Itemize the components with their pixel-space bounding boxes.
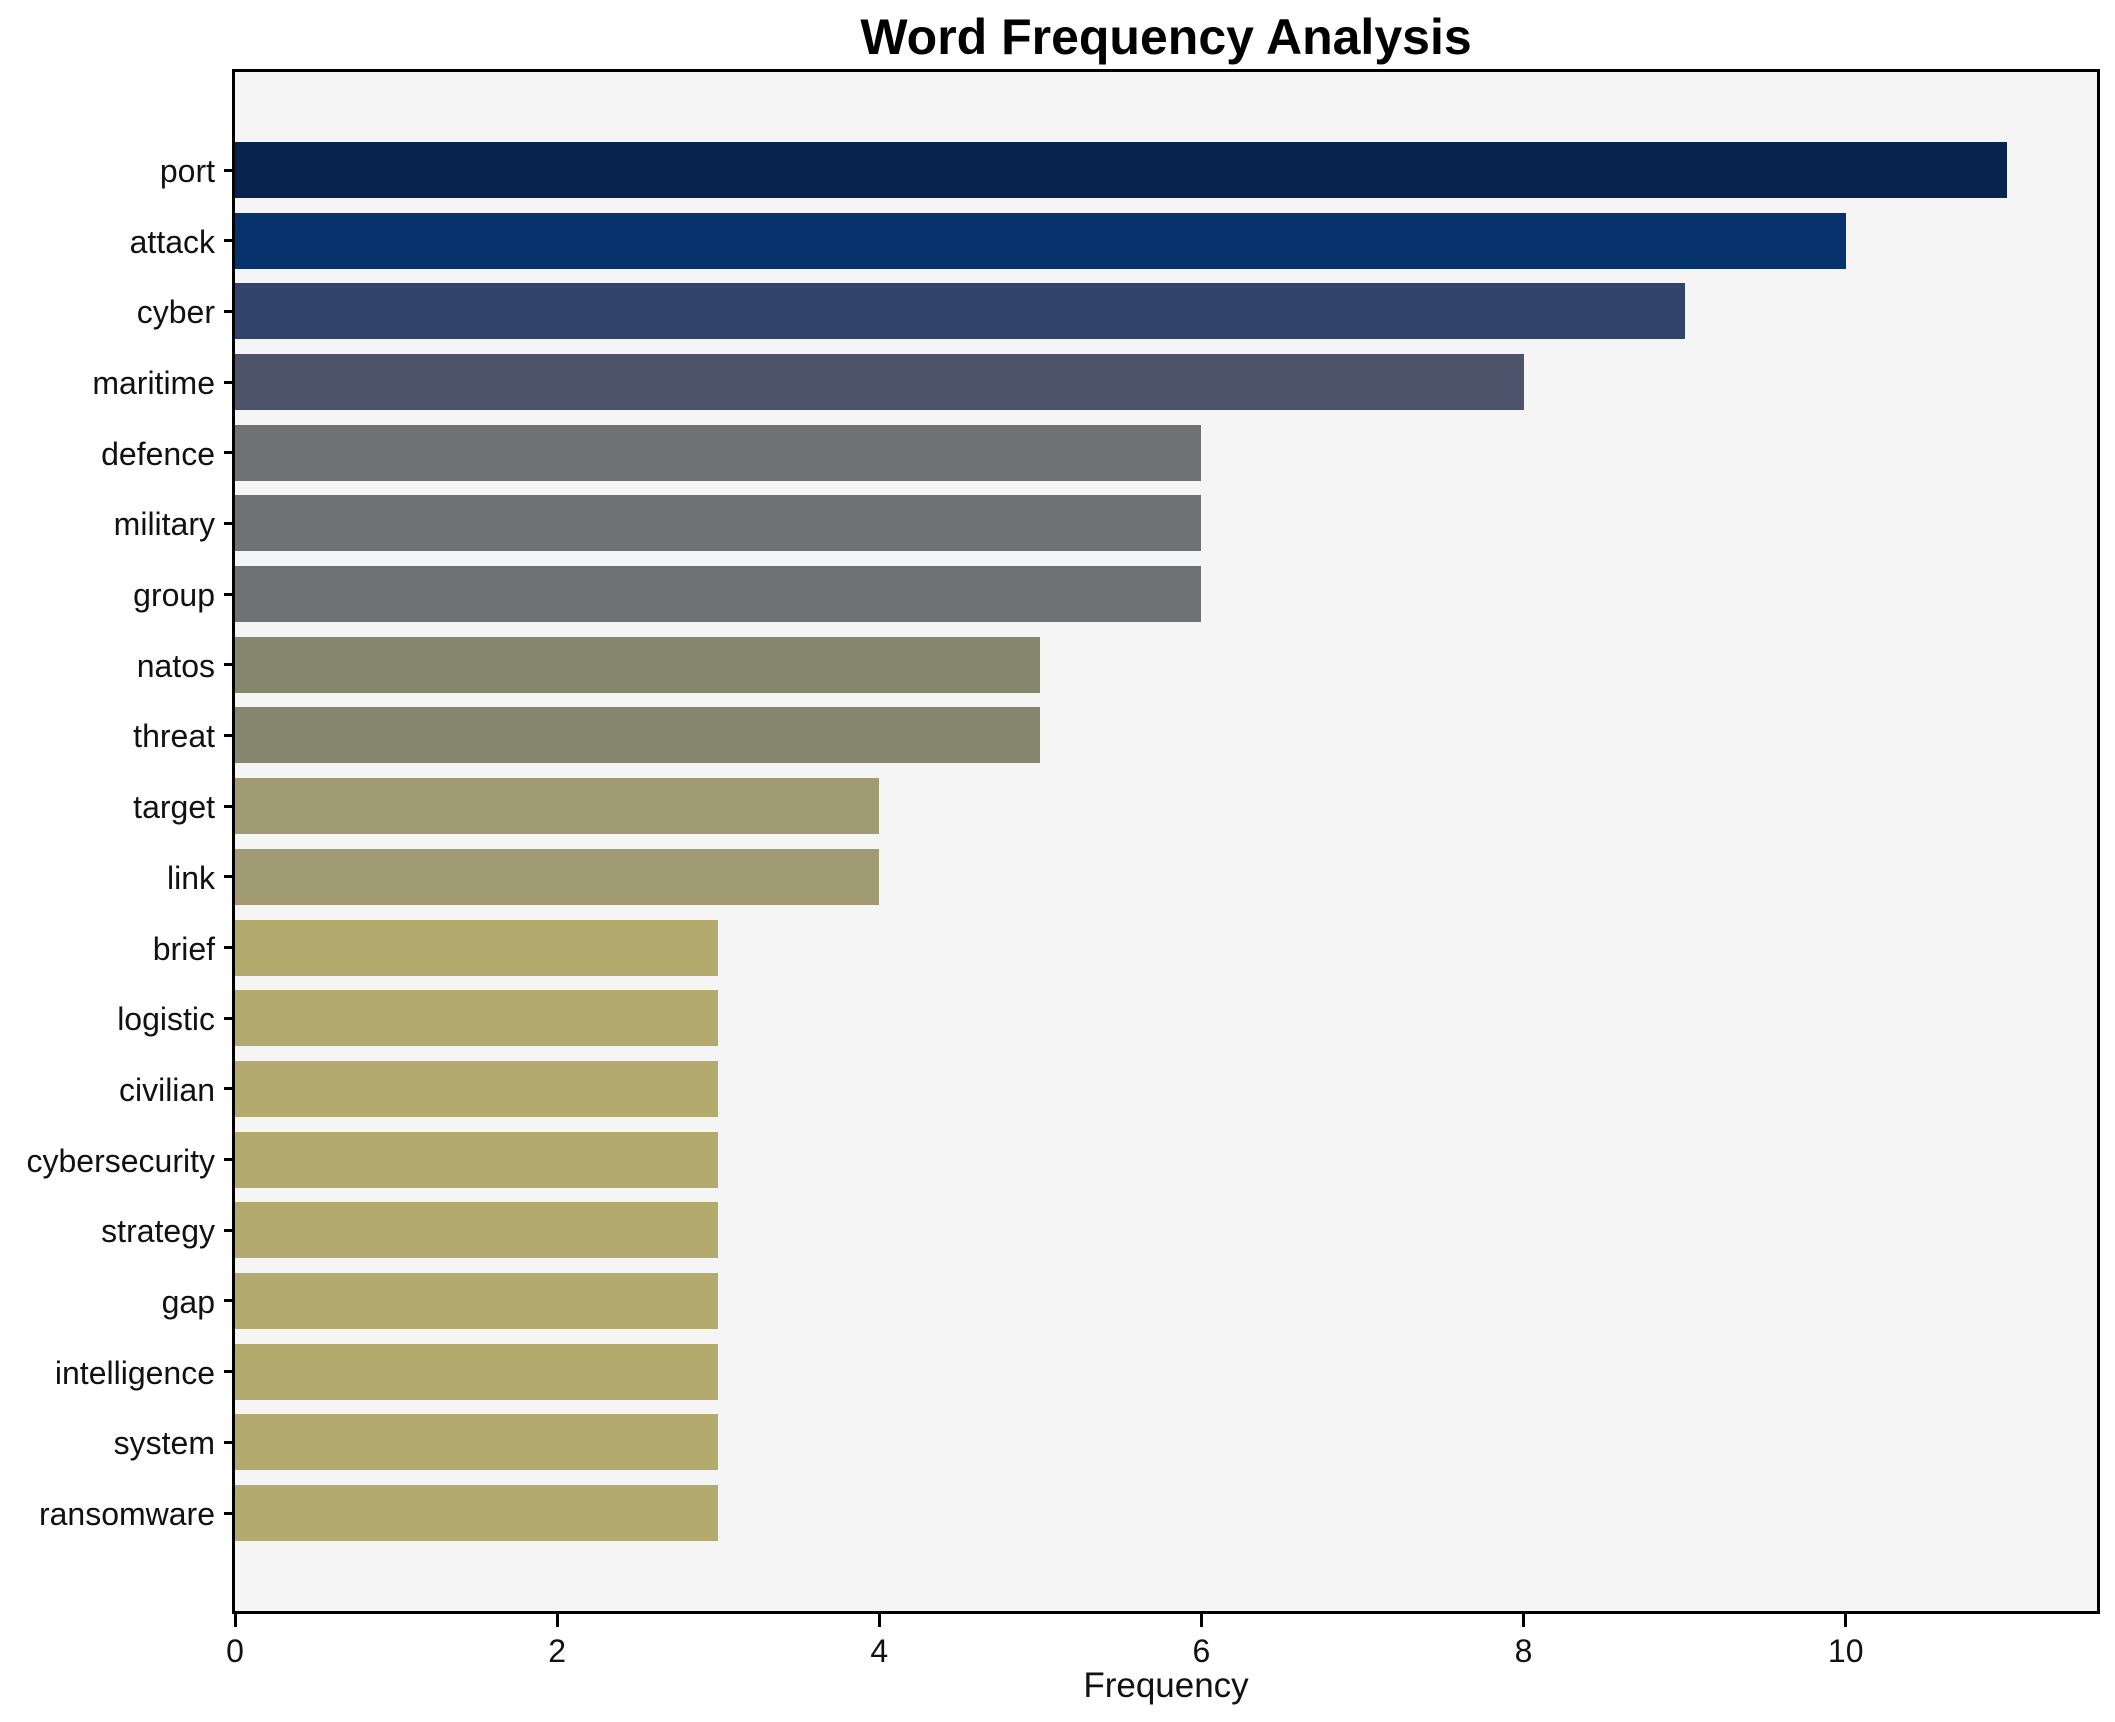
bar-ransomware (235, 1485, 719, 1541)
y-tick-mark (224, 168, 232, 172)
y-tick-label-civilian: civilian (118, 1071, 215, 1108)
y-tick-label-strategy: strategy (101, 1213, 215, 1250)
y-tick-mark (224, 1370, 232, 1374)
y-tick-label-threat: threat (133, 718, 215, 755)
x-tick-label-10: 10 (1827, 1633, 1864, 1669)
bar-intelligence (235, 1343, 719, 1400)
y-tick-mark (224, 663, 232, 667)
y-tick-mark (224, 875, 232, 879)
y-tick-label-cybersecurity: cybersecurity (26, 1142, 216, 1179)
x-tick-mark (233, 1614, 237, 1627)
bar-cybersecurity (235, 1131, 719, 1188)
y-tick-label-logistic: logistic (117, 1001, 215, 1038)
y-tick-mark (224, 380, 232, 384)
bar-target (235, 778, 880, 835)
x-tick-mark (877, 1614, 881, 1627)
y-tick-mark (224, 1158, 232, 1162)
bar-group (235, 566, 1202, 623)
y-tick-mark (224, 239, 232, 243)
y-tick-mark (224, 451, 232, 455)
y-tick-label-military: military (113, 506, 215, 543)
y-tick-label-link: link (166, 859, 215, 896)
bar-strategy (235, 1202, 719, 1259)
x-tick-label-8: 8 (1514, 1633, 1533, 1669)
y-tick-label-maritime: maritime (92, 365, 215, 402)
x-tick-label-2: 2 (548, 1633, 567, 1669)
plot-area: port attack cyber maritime defence military gr… (27, 69, 2100, 1667)
y-tick-mark (224, 946, 232, 950)
y-tick-label-gap: gap (161, 1283, 215, 1320)
x-tick-label-6: 6 (1192, 1633, 1211, 1669)
y-tick-mark (224, 1087, 232, 1091)
x-tick-mark (1844, 1614, 1848, 1627)
y-tick-label-intelligence: intelligence (54, 1354, 215, 1391)
bar-system (235, 1414, 719, 1471)
x-tick-label-0: 0 (226, 1633, 244, 1669)
y-tick-label-system: system (113, 1425, 215, 1462)
y-tick-label-port: port (159, 153, 215, 189)
y-tick-mark (224, 1016, 232, 1020)
y-tick-mark (224, 521, 232, 525)
x-axis-label: Frequency (1083, 1666, 1249, 1705)
bar-natos (235, 636, 1041, 693)
y-tick-mark (224, 592, 232, 596)
bar-link (235, 848, 880, 905)
bar-brief (235, 919, 719, 976)
y-tick-label-group: group (133, 577, 215, 614)
y-tick-mark (224, 309, 232, 313)
bar-maritime (235, 354, 1524, 411)
x-tick-mark (555, 1614, 559, 1627)
x-tick-label-4: 4 (870, 1633, 889, 1669)
y-tick-mark (224, 733, 232, 737)
bar-civilian (235, 1060, 719, 1117)
bar-cyber (235, 283, 1685, 340)
y-tick-mark (224, 804, 232, 808)
bar-defence (235, 424, 1202, 481)
y-tick-label-attack: attack (129, 223, 215, 260)
x-tick-mark (1522, 1614, 1526, 1627)
bar-threat (235, 707, 1041, 764)
y-tick-label-cyber: cyber (136, 294, 215, 331)
x-tick-mark (1199, 1614, 1203, 1627)
y-tick-label-defence: defence (101, 435, 215, 472)
y-tick-label-ransomware: ransomware (38, 1496, 215, 1532)
y-tick-mark (224, 1299, 232, 1303)
y-tick-label-brief: brief (152, 930, 215, 967)
bar-logistic (235, 990, 719, 1047)
bar-military (235, 495, 1202, 552)
y-tick-mark (224, 1440, 232, 1444)
chart-title: Word Frequency Analysis (860, 9, 1472, 65)
y-tick-mark (224, 1511, 232, 1515)
y-tick-label-natos: natos (136, 647, 215, 684)
y-tick-mark (224, 1228, 232, 1232)
y-tick-label-target: target (133, 789, 215, 826)
bar-port (235, 142, 2007, 198)
bar-attack (235, 212, 1846, 269)
bar-gap (235, 1272, 719, 1329)
